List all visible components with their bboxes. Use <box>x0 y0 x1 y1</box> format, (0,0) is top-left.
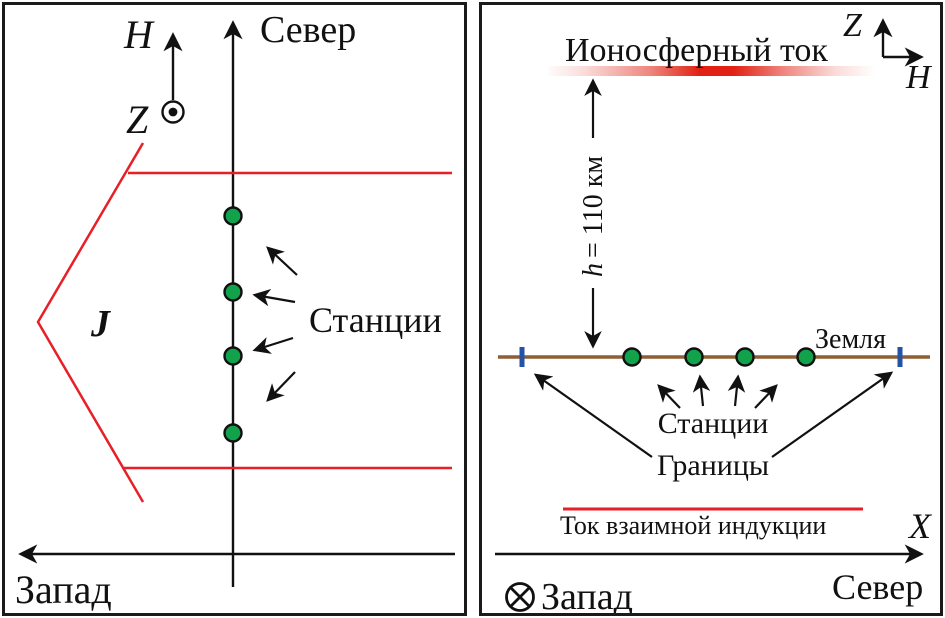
north-label: Север <box>260 9 356 51</box>
x-axis-label: X <box>907 506 933 546</box>
left-panel-drawing: Север H Z J Станции Запад <box>15 9 455 612</box>
pointer-arrow <box>252 288 296 307</box>
station-dots <box>622 347 816 367</box>
pointer-arrow <box>657 384 681 409</box>
pointer-arrow <box>533 373 653 458</box>
zh-axes <box>873 18 924 67</box>
stations-label: Станции <box>658 407 769 440</box>
station-pointer-arrows <box>657 374 778 409</box>
z-axis-label: Z <box>126 97 149 142</box>
earth-label: Земля <box>815 324 886 355</box>
ionospheric-current-label: Ионосферный ток <box>565 32 828 69</box>
boundary-ticks <box>519 347 903 367</box>
height-var-label: h <box>578 263 609 277</box>
ionospheric-current-band <box>545 66 875 76</box>
station-dot <box>735 347 755 367</box>
pointer-arrow <box>692 374 711 407</box>
stations-label: Станции <box>309 300 442 340</box>
west-label: Запад <box>541 576 633 613</box>
station-dot <box>223 206 243 226</box>
current-j-label: J <box>90 303 111 345</box>
west-into-page-icon <box>505 582 535 612</box>
left-panel: Север H Z J Станции Запад <box>2 2 467 616</box>
z-axis-label: Z <box>843 7 863 44</box>
right-panel-drawing: h = 110 км <box>495 7 933 613</box>
pointer-arrow <box>266 246 298 276</box>
north-label: Север <box>832 567 923 607</box>
boundary-pointer-arrows <box>533 371 894 458</box>
station-dot <box>622 347 642 367</box>
station-dots <box>223 206 243 443</box>
station-dot <box>223 423 243 443</box>
west-label: Запад <box>15 567 112 612</box>
height-measure-text: h = 110 км <box>578 156 609 277</box>
station-pointer-arrows <box>252 246 298 402</box>
induction-current-label: Ток взаимной индукции <box>560 511 826 540</box>
pointer-arrow <box>771 371 894 458</box>
pointer-arrow <box>754 384 778 409</box>
h-axis-label: H <box>123 12 155 57</box>
current-sheet-outline <box>36 142 452 503</box>
current-chevron <box>36 142 145 503</box>
height-value-label: = 110 км <box>578 156 609 258</box>
station-dot <box>684 347 704 367</box>
pointer-arrow <box>252 336 294 354</box>
pointer-arrow <box>727 374 746 407</box>
station-dot <box>223 282 243 302</box>
boundaries-label: Границы <box>657 449 769 482</box>
pointer-arrow <box>266 371 296 402</box>
z-out-of-page-icon <box>161 100 185 124</box>
height-measure: h = 110 км <box>578 78 609 349</box>
station-dot <box>223 346 243 366</box>
station-dot <box>796 347 816 367</box>
right-panel: h = 110 км <box>479 2 943 616</box>
h-axis-label: H <box>905 59 933 96</box>
